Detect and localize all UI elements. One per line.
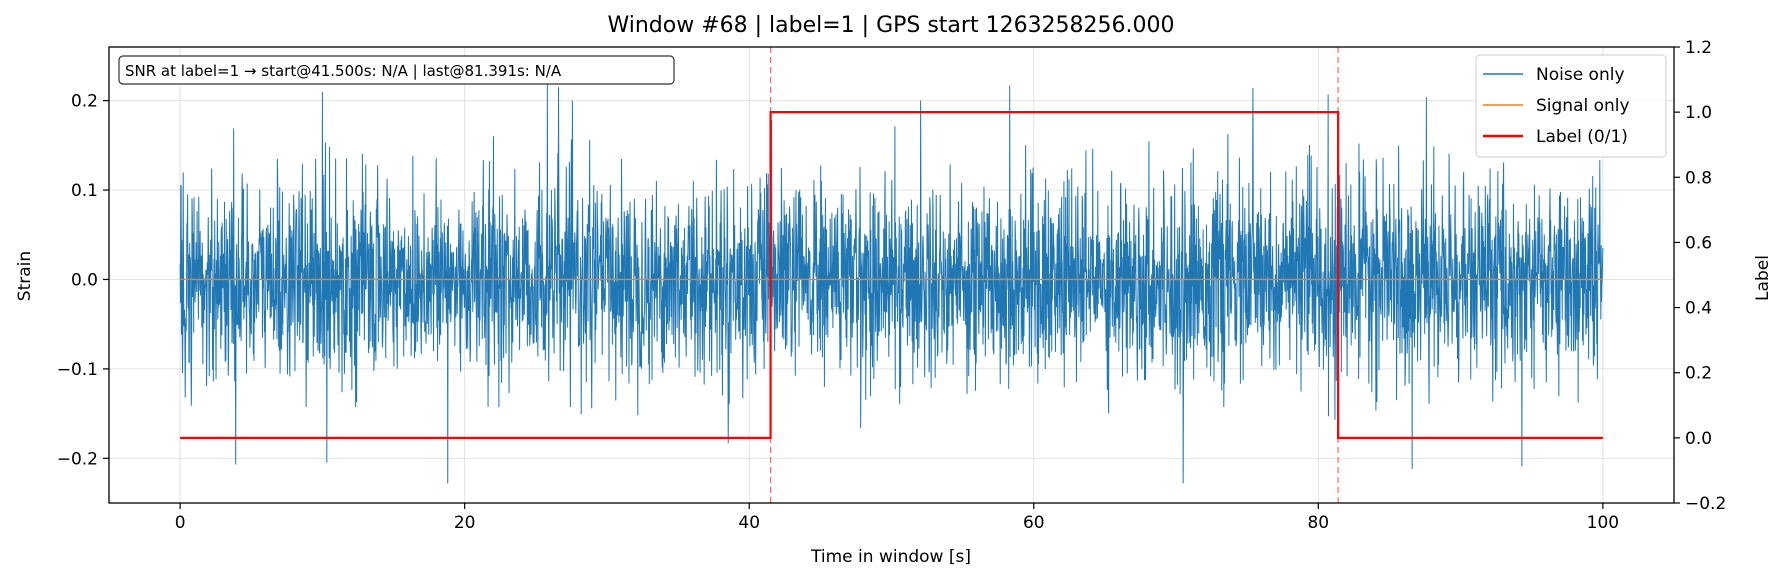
y2-tick-label: −0.2 xyxy=(1685,494,1726,514)
y-axis-left: −0.2 −0.1 0.0 0.1 0.2 xyxy=(57,92,109,469)
y2-tick-label: 1.0 xyxy=(1685,103,1712,123)
chart-title: Window #68 | label=1 | GPS start 1263258… xyxy=(607,13,1174,38)
x-tick-label: 60 xyxy=(1023,513,1045,533)
y-axis-label: Strain xyxy=(15,251,35,301)
x-tick-label: 80 xyxy=(1307,513,1329,533)
event-markers xyxy=(769,47,1339,503)
x-tick-label: 100 xyxy=(1587,513,1619,533)
y2-tick-label: 0.6 xyxy=(1685,233,1712,253)
y-tick-label: −0.2 xyxy=(57,449,98,469)
noise-series xyxy=(179,83,1604,484)
legend: Noise only Signal only Label (0/1) xyxy=(1475,54,1667,158)
annotation-box: SNR at label=1 → start@41.500s: N/A | la… xyxy=(118,55,675,85)
y2-tick-label: 0.4 xyxy=(1685,299,1712,319)
y-axis-right: −0.2 0.0 0.2 0.4 0.6 0.8 1.0 1.2 xyxy=(1674,38,1726,514)
snr-annotation: SNR at label=1 → start@41.500s: N/A | la… xyxy=(125,62,562,80)
y-tick-label: −0.1 xyxy=(57,360,98,380)
y-tick-label: 0.2 xyxy=(71,92,98,112)
noise-only-line xyxy=(179,83,1604,484)
x-tick-label: 40 xyxy=(738,513,760,533)
y-tick-label: 0.0 xyxy=(71,270,98,290)
y2-tick-label: 0.8 xyxy=(1685,168,1712,188)
plot-frame xyxy=(108,46,1675,504)
y2-tick-label: 0.0 xyxy=(1685,429,1712,449)
y2-axis-label: Label xyxy=(1753,255,1773,301)
x-axis: 0 20 40 60 80 100 xyxy=(175,503,1619,533)
y2-tick-label: 0.2 xyxy=(1685,364,1712,384)
label-series xyxy=(180,111,1603,439)
legend-label: Noise only xyxy=(1536,65,1625,85)
x-tick-label: 20 xyxy=(454,513,476,533)
legend-label: Signal only xyxy=(1536,96,1630,116)
legend-label: Label (0/1) xyxy=(1536,127,1628,147)
label-step-line xyxy=(180,111,1603,439)
y2-tick-label: 1.2 xyxy=(1685,38,1712,58)
x-axis-label: Time in window [s] xyxy=(810,547,971,567)
y-tick-label: 0.1 xyxy=(71,181,98,201)
x-tick-label: 0 xyxy=(175,513,186,533)
